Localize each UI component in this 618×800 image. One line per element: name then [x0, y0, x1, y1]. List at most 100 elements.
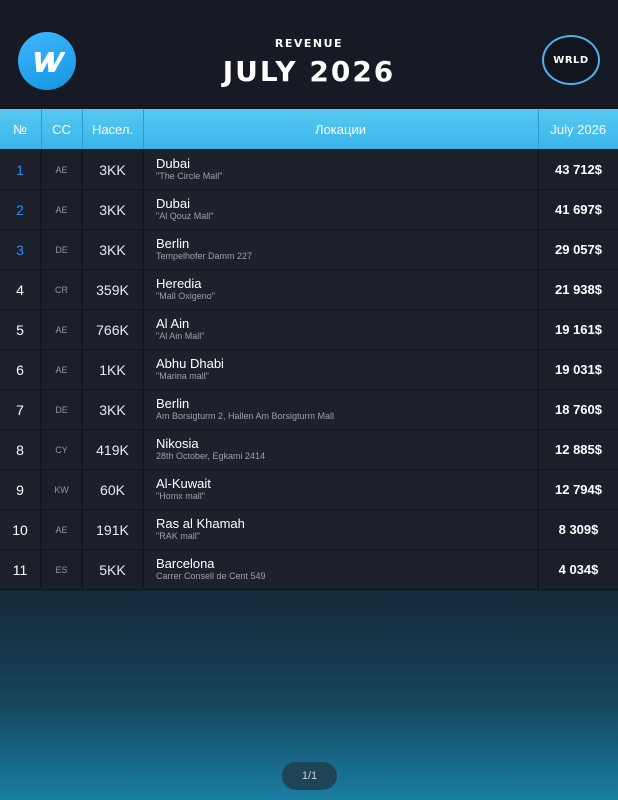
- location-city: Berlin: [156, 396, 190, 411]
- location-address: "RAK mall": [156, 531, 200, 541]
- row-population: 359K: [81, 269, 143, 310]
- row-location: Heredia "Mall Oxigeno": [142, 269, 538, 310]
- row-revenue: 19 031$: [537, 349, 618, 390]
- page-indicator[interactable]: 1/1: [282, 762, 337, 790]
- location-city: Al Ain: [156, 316, 190, 331]
- revenue-table: № CC Насел. Локации July 2026 1 AE 3KK Duba…: [0, 109, 618, 590]
- col-header-revenue: July 2026: [537, 109, 618, 150]
- row-number: 3: [0, 229, 41, 270]
- row-population: 3KK: [81, 189, 143, 230]
- location-address: Carrer Consell de Cent 549: [156, 571, 266, 581]
- row-revenue: 43 712$: [537, 149, 618, 190]
- row-population: 1KK: [81, 349, 143, 390]
- location-address: "Marina mall": [156, 371, 209, 381]
- location-city: Al-Kuwait: [156, 476, 211, 491]
- row-location: Al-Kuwait "Homx mall": [142, 469, 538, 510]
- table-row: 4 CR 359K Heredia "Mall Oxigeno" 21 938$: [0, 269, 618, 310]
- table-row: 6 AE 1KK Abhu Dhabi "Marina mall" 19 031$: [0, 349, 618, 390]
- header: REVENUE JULY 2026 WRLD: [0, 0, 618, 108]
- row-population: 766K: [81, 309, 143, 350]
- location-city: Abhu Dhabi: [156, 356, 224, 371]
- table-row: 11 ES 5KK Barcelona Carrer Consell de Cent 5…: [0, 549, 618, 590]
- row-country-code: AE: [40, 149, 82, 190]
- row-number: 7: [0, 389, 41, 430]
- row-number: 4: [0, 269, 41, 310]
- table-row: 2 AE 3KK Dubai "Al Qouz Mall" 41 697$: [0, 189, 618, 230]
- location-address: "Mall Oxigeno": [156, 291, 215, 301]
- row-location: Dubai "Al Qouz Mall": [142, 189, 538, 230]
- table-row: 1 AE 3KK Dubai "The Circle Mall" 43 712$: [0, 149, 618, 190]
- row-country-code: KW: [40, 469, 82, 510]
- table-header-row: № CC Насел. Локации July 2026: [0, 109, 618, 150]
- row-revenue: 4 034$: [537, 549, 618, 590]
- row-population: 5KK: [81, 549, 143, 590]
- row-number: 10: [0, 509, 41, 550]
- row-country-code: CR: [40, 269, 82, 310]
- row-revenue: 19 161$: [537, 309, 618, 350]
- wrld-logo: WRLD: [542, 35, 600, 85]
- w-logo-glyph: [34, 52, 65, 72]
- table-row: 5 AE 766K Al Ain "Al Ain Mall" 19 161$: [0, 309, 618, 350]
- row-location: Nikosia 28th October, Egkami 2414: [142, 429, 538, 470]
- table-row: 10 AE 191K Ras al Khamah "RAK mall" 8 309$: [0, 509, 618, 550]
- row-location: Ras al Khamah "RAK mall": [142, 509, 538, 550]
- row-country-code: AE: [40, 309, 82, 350]
- location-address: 28th October, Egkami 2414: [156, 451, 266, 461]
- row-number: 5: [0, 309, 41, 350]
- location-city: Ras al Khamah: [156, 516, 245, 531]
- row-country-code: DE: [40, 229, 82, 270]
- location-city: Heredia: [156, 276, 202, 291]
- row-revenue: 21 938$: [537, 269, 618, 310]
- col-header-number: №: [0, 109, 41, 150]
- row-country-code: CY: [40, 429, 82, 470]
- row-location: Al Ain "Al Ain Mall": [142, 309, 538, 350]
- table-row: 3 DE 3KK Berlin Tempelhofer Damm 227 29 057$: [0, 229, 618, 270]
- location-city: Dubai: [156, 196, 190, 211]
- row-country-code: DE: [40, 389, 82, 430]
- row-population: 3KK: [81, 389, 143, 430]
- location-address: "Al Qouz Mall": [156, 211, 214, 221]
- report-subtitle: REVENUE: [274, 37, 344, 50]
- table-row: 9 KW 60K Al-Kuwait "Homx mall" 12 794$: [0, 469, 618, 510]
- row-population: 3KK: [81, 229, 143, 270]
- table-row: 8 CY 419K Nikosia 28th October, Egkami 2414 1…: [0, 429, 618, 470]
- row-location: Barcelona Carrer Consell de Cent 549: [142, 549, 538, 590]
- col-header-locations: Локации: [142, 109, 538, 150]
- report-title: JULY 2026: [222, 55, 396, 88]
- row-location: Berlin Am Borsigturm 2, Hallen Am Borsigt…: [142, 389, 538, 430]
- row-country-code: AE: [40, 509, 82, 550]
- location-address: "Al Ain Mall": [156, 331, 205, 341]
- location-city: Dubai: [156, 156, 190, 171]
- location-address: "The Circle Mall": [156, 171, 223, 181]
- row-number: 1: [0, 149, 41, 190]
- location-city: Berlin: [156, 236, 190, 251]
- w-logo-icon: [18, 32, 76, 90]
- row-location: Berlin Tempelhofer Damm 227: [142, 229, 538, 270]
- row-country-code: AE: [40, 349, 82, 390]
- row-location: Dubai "The Circle Mall": [142, 149, 538, 190]
- row-population: 191K: [81, 509, 143, 550]
- row-revenue: 12 885$: [537, 429, 618, 470]
- location-city: Nikosia: [156, 436, 199, 451]
- row-population: 60K: [81, 469, 143, 510]
- row-population: 419K: [81, 429, 143, 470]
- row-number: 2: [0, 189, 41, 230]
- table-row: 7 DE 3KK Berlin Am Borsigturm 2, Hallen Am B…: [0, 389, 618, 430]
- row-number: 6: [0, 349, 41, 390]
- location-address: Tempelhofer Damm 227: [156, 251, 253, 261]
- location-address: "Homx mall": [156, 491, 205, 501]
- col-header-country-code: CC: [40, 109, 82, 150]
- row-revenue: 18 760$: [537, 389, 618, 430]
- row-population: 3KK: [81, 149, 143, 190]
- row-revenue: 29 057$: [537, 229, 618, 270]
- location-city: Barcelona: [156, 556, 215, 571]
- col-header-population: Насел.: [81, 109, 143, 150]
- row-revenue: 12 794$: [537, 469, 618, 510]
- row-country-code: ES: [40, 549, 82, 590]
- row-number: 9: [0, 469, 41, 510]
- row-revenue: 8 309$: [537, 509, 618, 550]
- row-country-code: AE: [40, 189, 82, 230]
- row-revenue: 41 697$: [537, 189, 618, 230]
- row-number: 11: [0, 549, 41, 590]
- location-address: Am Borsigturm 2, Hallen Am Borsigturm Ma…: [156, 411, 335, 421]
